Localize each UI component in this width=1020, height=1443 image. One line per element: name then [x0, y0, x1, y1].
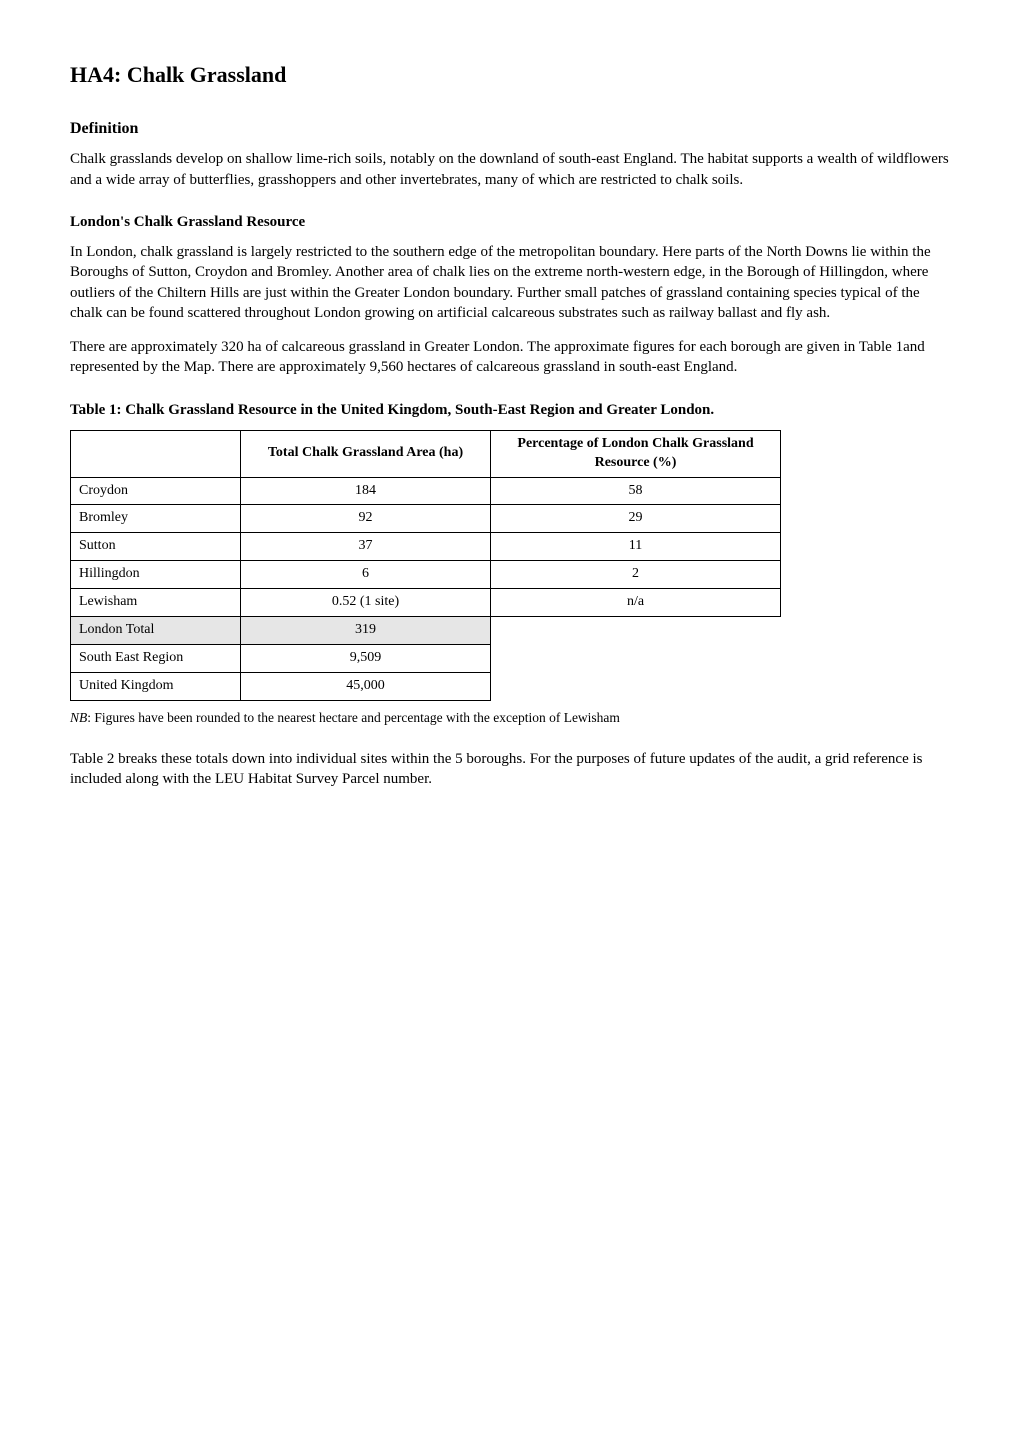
table1-row-pct-empty [491, 617, 781, 645]
section-closing: Table 2 breaks these totals down into in… [70, 749, 950, 790]
table1-row-label: Lewisham [71, 589, 241, 617]
table1-note-prefix: NB [70, 710, 87, 725]
section-table1: Table 1: Chalk Grassland Resource in the… [70, 400, 950, 727]
resource-para-1: In London, chalk grassland is largely re… [70, 242, 950, 323]
table1-row-area: 37 [241, 533, 491, 561]
table1-row-label: South East Region [71, 644, 241, 672]
table1-row-label: United Kingdom [71, 672, 241, 700]
table1-col-2: Percentage of London Chalk Grassland Res… [491, 430, 781, 477]
table1-row-area: 319 [241, 617, 491, 645]
table1-row-label: Sutton [71, 533, 241, 561]
table-row: South East Region9,509 [71, 644, 781, 672]
table1-row-pct: 29 [491, 505, 781, 533]
table1-row-label: London Total [71, 617, 241, 645]
table1-caption: Table 1: Chalk Grassland Resource in the… [70, 400, 950, 420]
table1-row-area: 6 [241, 561, 491, 589]
definition-para-1: Chalk grasslands develop on shallow lime… [70, 149, 950, 190]
section-definition: Definition Chalk grasslands develop on s… [70, 118, 950, 190]
table-row: Croydon18458 [71, 477, 781, 505]
table1-row-area: 0.52 (1 site) [241, 589, 491, 617]
table-row: United Kingdom45,000 [71, 672, 781, 700]
table1-row-label: Bromley [71, 505, 241, 533]
table1-row-pct-empty [491, 644, 781, 672]
table1-row-area: 45,000 [241, 672, 491, 700]
table1-col-0 [71, 430, 241, 477]
table-row: London Total319 [71, 617, 781, 645]
table1-col-1: Total Chalk Grassland Area (ha) [241, 430, 491, 477]
table1-row-pct: n/a [491, 589, 781, 617]
page-title: HA4: Chalk Grassland [70, 60, 950, 90]
table1-note: NB: Figures have been rounded to the nea… [70, 709, 950, 727]
table1-row-area: 9,509 [241, 644, 491, 672]
table1-row-pct: 58 [491, 477, 781, 505]
table1-row-label: Croydon [71, 477, 241, 505]
table1-row-pct: 2 [491, 561, 781, 589]
table-row: Sutton3711 [71, 533, 781, 561]
table1: Total Chalk Grassland Area (ha) Percenta… [70, 430, 781, 701]
table1-row-area: 92 [241, 505, 491, 533]
table1-header-row: Total Chalk Grassland Area (ha) Percenta… [71, 430, 781, 477]
table1-row-pct: 11 [491, 533, 781, 561]
table1-row-label: Hillingdon [71, 561, 241, 589]
section-resource: London's Chalk Grassland Resource In Lon… [70, 212, 950, 378]
resource-heading: London's Chalk Grassland Resource [70, 212, 950, 232]
resource-para-2: There are approximately 320 ha of calcar… [70, 337, 950, 378]
table-row: Lewisham0.52 (1 site)n/a [71, 589, 781, 617]
table1-row-area: 184 [241, 477, 491, 505]
table-row: Hillingdon62 [71, 561, 781, 589]
closing-para: Table 2 breaks these totals down into in… [70, 749, 950, 790]
table1-body: Croydon18458Bromley9229Sutton3711Hilling… [71, 477, 781, 700]
table-row: Bromley9229 [71, 505, 781, 533]
table1-row-pct-empty [491, 672, 781, 700]
table1-note-text: : Figures have been rounded to the neare… [87, 710, 620, 725]
definition-heading: Definition [70, 118, 950, 140]
